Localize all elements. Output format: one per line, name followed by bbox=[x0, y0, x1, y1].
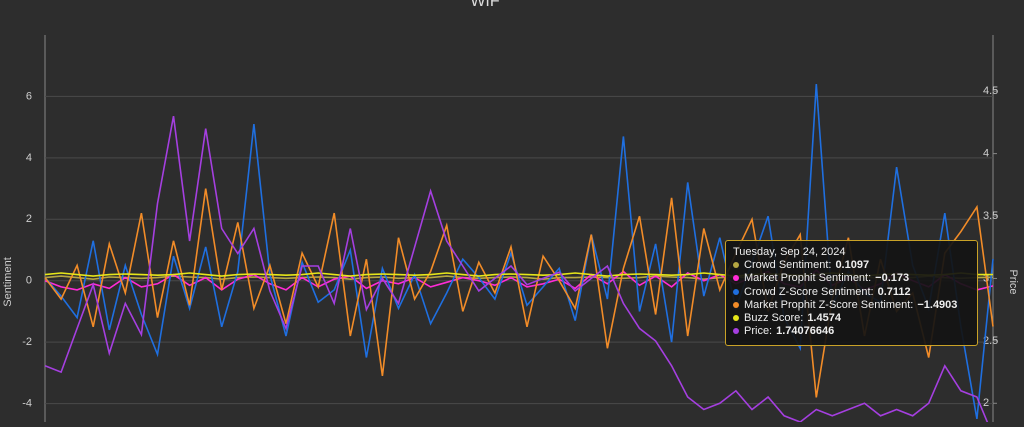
tooltip-row: Market Prophit Z-Score Sentiment: −1.4903 bbox=[733, 299, 970, 312]
y2-tick-label: 2 bbox=[983, 397, 989, 409]
y-tick-label: -2 bbox=[22, 336, 32, 348]
tooltip-value: 0.7112 bbox=[877, 285, 911, 298]
tooltip-dot bbox=[733, 315, 739, 322]
tooltip-dot bbox=[733, 275, 739, 282]
y-axis-label: Sentiment bbox=[2, 257, 14, 307]
y-tick-label: 4 bbox=[26, 152, 32, 164]
tooltip-label: Crowd Z-Score Sentiment: bbox=[744, 285, 874, 298]
tooltip-value: 0.1097 bbox=[835, 259, 870, 272]
tooltip-value: −1.4903 bbox=[917, 298, 958, 311]
y2-tick-label: 3.5 bbox=[983, 210, 998, 222]
tooltip-dot bbox=[733, 288, 739, 295]
tooltip-row: Price: 1.74076646 bbox=[733, 325, 970, 338]
tooltip-label: Price: bbox=[744, 325, 773, 338]
tooltip-row: Crowd Z-Score Sentiment: 0.7112 bbox=[733, 286, 970, 299]
tooltip-label: Market Prophit Sentiment: bbox=[744, 272, 872, 285]
series-line bbox=[44, 115, 991, 427]
y-tick-label: 0 bbox=[26, 275, 32, 287]
tooltip-dot bbox=[733, 262, 739, 269]
tooltip-row: Crowd Sentiment: 0.1097 bbox=[733, 259, 970, 272]
tooltip-date: Tuesday, Sep 24, 2024 bbox=[733, 246, 846, 258]
tooltip-row: Market Prophit Sentiment: −0.173 bbox=[733, 272, 970, 285]
tooltip-label: Buzz Score: bbox=[744, 312, 804, 325]
tooltip-value: 1.4574 bbox=[807, 312, 841, 325]
y-tick-label: -4 bbox=[22, 397, 32, 409]
y2-tick-label: 4.5 bbox=[983, 85, 998, 97]
tooltip-dot bbox=[733, 328, 739, 335]
y2-tick-label: 2.5 bbox=[983, 335, 998, 347]
y2-tick-label: 4 bbox=[983, 148, 989, 160]
tooltip-label: Crowd Sentiment: bbox=[744, 259, 832, 272]
y-tick-label: 2 bbox=[26, 213, 32, 225]
tooltip-dot bbox=[733, 301, 739, 308]
tooltip-value: −0.173 bbox=[875, 272, 910, 285]
y2-axis-label: Price bbox=[1007, 269, 1019, 294]
y-tick-label: 6 bbox=[26, 90, 32, 102]
tooltip-value: 1.74076646 bbox=[776, 325, 835, 338]
tooltip-label: Market Prophit Z-Score Sentiment: bbox=[744, 298, 914, 311]
chart-title: WIF bbox=[470, 0, 500, 10]
tooltip-row: Buzz Score: 1.4574 bbox=[733, 312, 970, 325]
tooltip: Tuesday, Sep 24, 2024 Crowd Sentiment: 0.… bbox=[725, 240, 978, 346]
